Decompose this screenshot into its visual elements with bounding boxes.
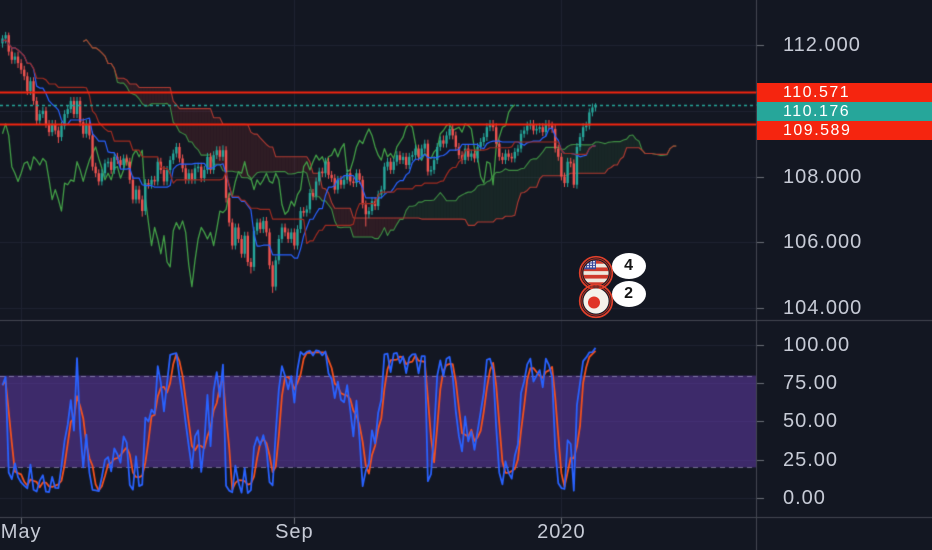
- alert-price-badge-upper: 110.571: [757, 82, 932, 102]
- last-price-badge: 110.176: [757, 101, 932, 121]
- time-axis-label-may: May: [0, 521, 42, 543]
- alert-price-badge-lower: 109.589: [757, 120, 932, 140]
- economic-events-marker-japan[interactable]: 2: [574, 279, 652, 323]
- stoch-tick-label: 75.00: [783, 372, 839, 395]
- event-count-badge[interactable]: 4: [611, 253, 646, 280]
- stoch-tick-label: 25.00: [783, 448, 839, 471]
- time-axis-label-2020: 2020: [537, 521, 586, 543]
- stoch-tick-label: 100.00: [783, 333, 851, 356]
- price-tick-label: 106.000: [783, 231, 863, 254]
- japan-flag-icon: [578, 283, 613, 319]
- event-count-badge[interactable]: 2: [611, 281, 646, 308]
- stoch-tick-label: 50.00: [783, 410, 839, 433]
- price-tick-label: 108.000: [783, 165, 863, 188]
- stoch-tick-label: 0.00: [783, 487, 826, 510]
- time-scale[interactable]: May Sep 2020: [0, 517, 756, 550]
- price-tick-label: 104.000: [783, 297, 863, 319]
- price-scale[interactable]: 110.571 110.176 109.589 112.000 108.000 10…: [757, 0, 932, 550]
- price-tick-label: 112.000: [783, 34, 861, 57]
- time-axis-label-sep: Sep: [275, 521, 314, 543]
